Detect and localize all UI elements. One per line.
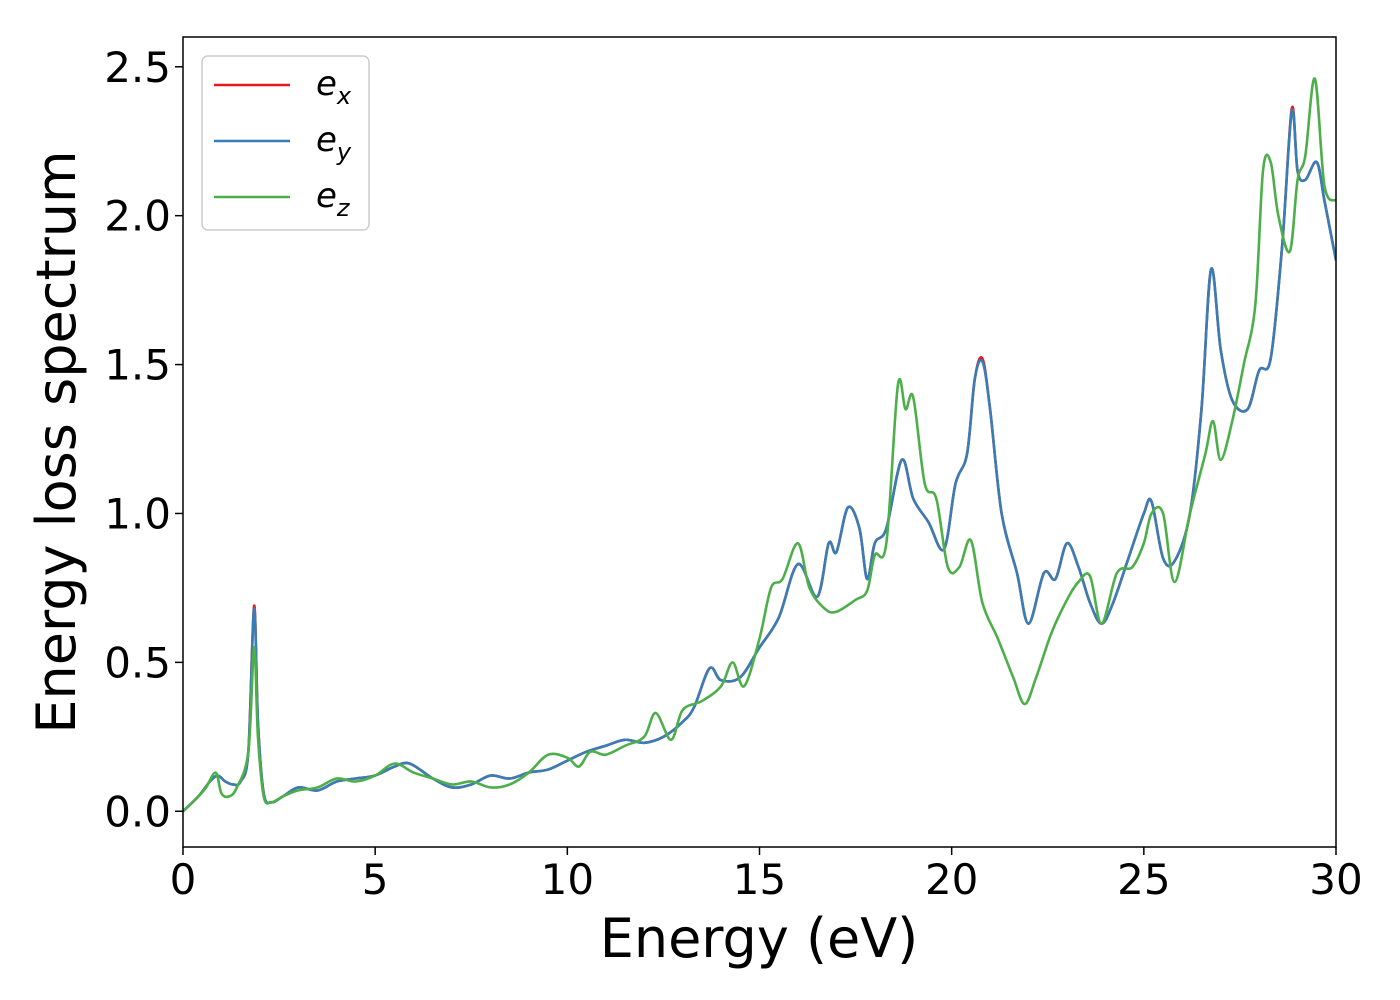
x-tick-label: 20 — [925, 855, 978, 904]
y-tick-label: 0.0 — [104, 787, 171, 836]
legend: ex ey ez — [201, 55, 370, 231]
y-axis-title: Energy loss spectrum — [25, 150, 88, 733]
x-tick-label: 5 — [362, 855, 389, 904]
y-tick-label: 1.0 — [104, 489, 171, 538]
y-tick-label: 2.5 — [104, 43, 171, 92]
x-axis: 0 5 10 15 20 25 30 — [170, 847, 1363, 904]
x-tick-label: 10 — [541, 855, 594, 904]
x-tick-label: 0 — [170, 855, 197, 904]
x-tick-label: 15 — [733, 855, 786, 904]
x-axis-title: Energy (eV) — [600, 907, 919, 970]
y-tick-label: 0.5 — [104, 638, 171, 687]
x-tick-label: 25 — [1117, 855, 1170, 904]
series-line-ez — [183, 77, 1336, 813]
y-tick-label: 1.5 — [104, 341, 171, 390]
y-tick-label: 2.0 — [104, 192, 171, 241]
series-layer — [183, 77, 1336, 813]
legend-label-ex: ex — [316, 64, 352, 110]
plot-background — [183, 37, 1336, 847]
y-axis: 0.0 0.5 1.0 1.5 2.0 2.5 — [104, 43, 183, 836]
legend-box — [201, 55, 370, 231]
legend-label-ez: ez — [316, 176, 351, 222]
series-line-ey — [183, 108, 1336, 813]
legend-label-ey: ey — [316, 120, 352, 166]
x-tick-label: 30 — [1309, 855, 1362, 904]
